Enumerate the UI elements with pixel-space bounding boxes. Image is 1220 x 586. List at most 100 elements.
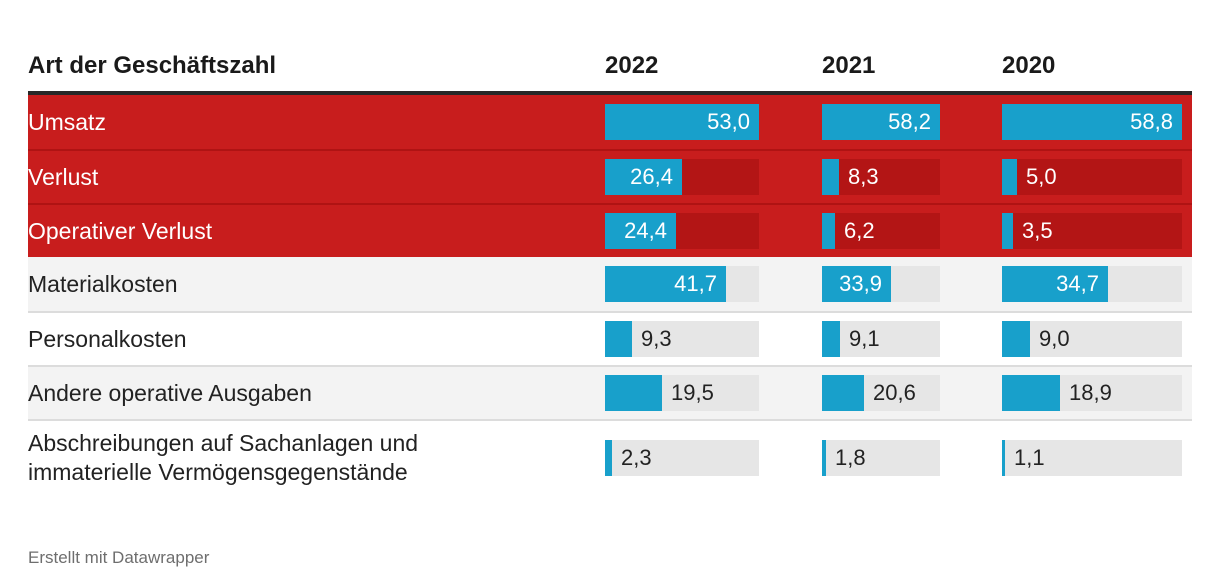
table-row: Operativer Verlust 24,4 6,2 3,5 bbox=[28, 203, 1192, 257]
bar-value: 6,2 bbox=[844, 218, 875, 243]
bar-track: 33,9 bbox=[822, 266, 940, 302]
table-header: Art der Geschäftszahl 2022 2021 2020 bbox=[28, 40, 1192, 95]
bar-track: 6,2 bbox=[822, 213, 940, 249]
bar-cell: 58,8 bbox=[1002, 104, 1192, 140]
bar-value: 1,8 bbox=[835, 445, 866, 470]
bar-track: 8,3 bbox=[822, 159, 940, 195]
bar-track: 24,4 bbox=[605, 213, 759, 249]
bar-cell: 19,5 bbox=[605, 375, 822, 411]
bar-value: 2,3 bbox=[621, 445, 652, 470]
bar-track: 9,0 bbox=[1002, 321, 1182, 357]
bar-fill bbox=[1002, 321, 1030, 357]
bar-value: 34,7 bbox=[1056, 271, 1099, 296]
bar-cell: 18,9 bbox=[1002, 375, 1192, 411]
bar-cell: 5,0 bbox=[1002, 159, 1192, 195]
row-label: Abschreibungen auf Sachanlagen und immat… bbox=[28, 430, 419, 485]
bar-track: 34,7 bbox=[1002, 266, 1182, 302]
table-footer: Erstellt mit Datawrapper bbox=[28, 548, 1192, 568]
bar-value: 3,5 bbox=[1022, 218, 1053, 243]
table-row: Abschreibungen auf Sachanlagen und immat… bbox=[28, 419, 1192, 495]
table-row: Andere operative Ausgaben 19,5 20,6 18,9 bbox=[28, 365, 1192, 419]
bar-cell: 24,4 bbox=[605, 213, 822, 249]
row-label: Andere operative Ausgaben bbox=[28, 379, 312, 406]
bar-track: 3,5 bbox=[1002, 213, 1182, 249]
bar-cell: 9,1 bbox=[822, 321, 1002, 357]
bar-fill bbox=[822, 321, 840, 357]
bar-fill bbox=[605, 159, 682, 195]
bar-value: 19,5 bbox=[671, 380, 714, 405]
table-row: Materialkosten 41,7 33,9 34,7 bbox=[28, 257, 1192, 311]
bar-value: 8,3 bbox=[848, 164, 879, 189]
bar-fill bbox=[822, 440, 826, 476]
bar-cell: 9,3 bbox=[605, 321, 822, 357]
bar-cell: 9,0 bbox=[1002, 321, 1192, 357]
bar-track: 1,1 bbox=[1002, 440, 1182, 476]
bar-track: 41,7 bbox=[605, 266, 759, 302]
bar-cell: 20,6 bbox=[822, 375, 1002, 411]
bar-fill bbox=[822, 266, 891, 302]
bar-fill bbox=[605, 213, 676, 249]
bar-value: 9,3 bbox=[641, 326, 672, 351]
bar-fill bbox=[822, 159, 839, 195]
bar-cell: 1,1 bbox=[1002, 440, 1192, 476]
row-label: Umsatz bbox=[28, 108, 106, 135]
bar-fill bbox=[605, 375, 662, 411]
bar-track: 2,3 bbox=[605, 440, 759, 476]
bar-track: 53,0 bbox=[605, 104, 759, 140]
table-row: Personalkosten 9,3 9,1 9,0 bbox=[28, 311, 1192, 365]
table-row: Umsatz 53,0 58,2 58,8 bbox=[28, 95, 1192, 149]
bar-track: 5,0 bbox=[1002, 159, 1182, 195]
row-label: Verlust bbox=[28, 163, 99, 190]
bar-fill bbox=[1002, 266, 1108, 302]
bar-cell: 2,3 bbox=[605, 440, 822, 476]
bar-fill bbox=[605, 440, 612, 476]
bar-track: 20,6 bbox=[822, 375, 940, 411]
header-year-2021: 2021 bbox=[822, 51, 876, 79]
bar-fill bbox=[1002, 440, 1005, 476]
bar-value: 18,9 bbox=[1069, 380, 1112, 405]
row-label: Operativer Verlust bbox=[28, 217, 213, 244]
header-year-2022: 2022 bbox=[605, 51, 659, 79]
bar-cell: 34,7 bbox=[1002, 266, 1192, 302]
header-year-2020: 2020 bbox=[1002, 51, 1056, 79]
bar-value: 33,9 bbox=[839, 271, 882, 296]
bar-fill bbox=[605, 104, 759, 140]
bar-fill bbox=[1002, 213, 1013, 249]
bar-fill bbox=[1002, 104, 1182, 140]
bar-value: 24,4 bbox=[624, 218, 667, 243]
bar-cell: 3,5 bbox=[1002, 213, 1192, 249]
bar-cell: 6,2 bbox=[822, 213, 1002, 249]
bar-cell: 41,7 bbox=[605, 266, 822, 302]
bar-track: 1,8 bbox=[822, 440, 940, 476]
bar-value: 26,4 bbox=[630, 164, 673, 189]
bar-value: 53,0 bbox=[707, 109, 750, 134]
bar-fill bbox=[1002, 159, 1017, 195]
bar-cell: 8,3 bbox=[822, 159, 1002, 195]
bar-value: 9,1 bbox=[849, 326, 880, 351]
datawrapper-attribution-link[interactable]: Erstellt mit Datawrapper bbox=[28, 548, 210, 567]
bar-fill bbox=[605, 266, 726, 302]
bar-value: 58,8 bbox=[1130, 109, 1173, 134]
bar-fill bbox=[1002, 375, 1060, 411]
bar-value: 41,7 bbox=[674, 271, 717, 296]
bar-track: 18,9 bbox=[1002, 375, 1182, 411]
header-label-column: Art der Geschäftszahl bbox=[28, 51, 277, 79]
bar-track: 58,8 bbox=[1002, 104, 1182, 140]
bar-track: 9,3 bbox=[605, 321, 759, 357]
bar-cell: 1,8 bbox=[822, 440, 1002, 476]
row-label: Personalkosten bbox=[28, 325, 187, 352]
bar-fill bbox=[822, 213, 835, 249]
bar-fill bbox=[605, 321, 632, 357]
bar-value: 1,1 bbox=[1014, 445, 1045, 470]
table-body: Umsatz 53,0 58,2 58,8 Verlust 26,4 8,3 5,0 Opera… bbox=[28, 95, 1192, 495]
bar-fill bbox=[822, 375, 864, 411]
table-row: Verlust 26,4 8,3 5,0 bbox=[28, 149, 1192, 203]
bar-value: 9,0 bbox=[1039, 326, 1070, 351]
bar-cell: 53,0 bbox=[605, 104, 822, 140]
bar-cell: 26,4 bbox=[605, 159, 822, 195]
bar-fill bbox=[822, 104, 940, 140]
bar-track: 9,1 bbox=[822, 321, 940, 357]
row-label: Materialkosten bbox=[28, 270, 178, 297]
bar-track: 19,5 bbox=[605, 375, 759, 411]
bar-cell: 58,2 bbox=[822, 104, 1002, 140]
